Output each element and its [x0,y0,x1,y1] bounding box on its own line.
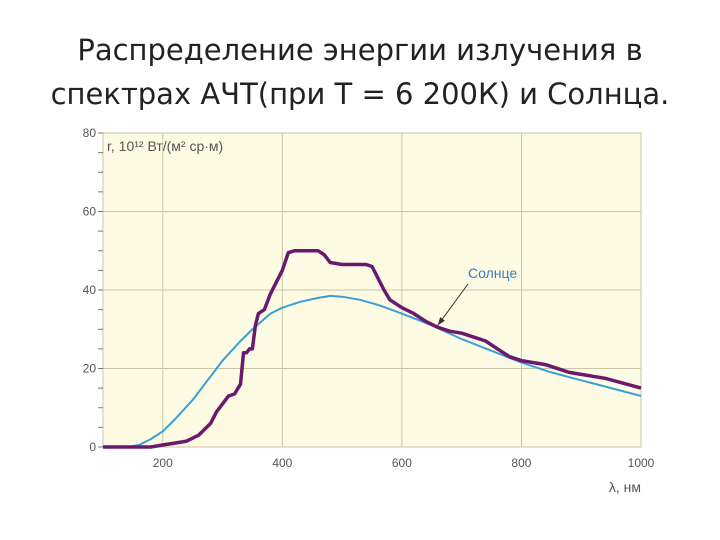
sun-curve [103,249,642,449]
horizontal-gridlines [103,132,641,369]
x-axis-label: λ, нм [609,479,641,495]
annotation-label: Солнце [468,265,517,281]
y-tick-label: 80 [83,126,97,140]
sun-annotation: Солнце [437,265,517,326]
axis-ticks: 200 400 600 800 1000 0 20 40 60 80 [83,126,655,470]
slide-title-line-2: спектрах АЧТ(при Т = 6 200К) и Солнца. [50,77,670,111]
annotation-arrow [437,283,469,326]
x-tick-label: 200 [153,456,173,470]
x-tick-label: 600 [392,456,412,470]
slide-title: Распределение энергии излучения в спектр… [0,28,720,116]
x-tick-label: 800 [511,456,531,470]
y-tick-label: 0 [89,440,96,454]
x-tick-label: 1000 [628,456,655,470]
y-tick-label: 40 [83,283,97,297]
x-tick-label: 400 [272,456,292,470]
annotation-arrowhead [437,317,445,326]
y-tick-label: 60 [83,205,97,219]
y-axis-label: r, 10¹² Вт/(м² ср·м) [107,138,223,154]
slide-title-line-1: Распределение энергии излучения в [77,33,643,67]
y-tick-label: 20 [83,362,97,376]
